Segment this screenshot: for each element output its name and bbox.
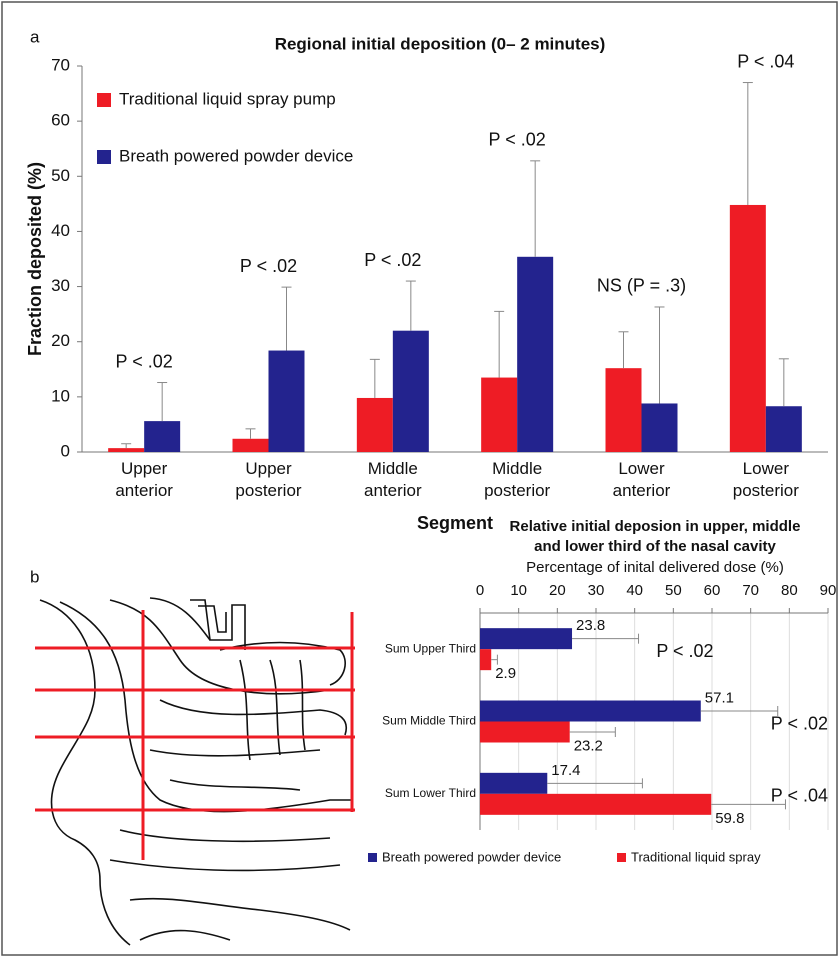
region-lines: [35, 610, 355, 860]
y-axis-label: Fraction deposited (%): [25, 162, 45, 356]
y-tick-label: 50: [51, 166, 70, 185]
annotation: P < .02: [771, 713, 828, 733]
bar: [480, 722, 570, 743]
value-label: 17.4: [551, 762, 580, 779]
bar: [233, 439, 269, 452]
value-label: 59.8: [715, 810, 744, 827]
x-tick-label: Upper anterior: [94, 458, 194, 502]
annotation: P < .02: [656, 641, 713, 661]
bar: [480, 773, 547, 794]
bar: [480, 794, 711, 815]
figure: a Regional initial deposition (0– 2 minut…: [0, 0, 839, 957]
y-tick-label: 0: [61, 441, 70, 460]
value-label: 23.8: [576, 617, 605, 634]
panel-label: b: [30, 567, 39, 586]
panel-label: a: [30, 27, 40, 46]
x-tick-label: 60: [704, 582, 721, 599]
x-tick-label: 50: [665, 582, 682, 599]
annotation: NS (P = .3): [597, 276, 686, 296]
bar: [480, 628, 572, 649]
bar: [730, 205, 766, 452]
bar: [766, 406, 802, 452]
legend-label: Breath powered powder device: [382, 849, 561, 864]
x-tick-label: 30: [588, 582, 605, 599]
annotation: P < .02: [240, 256, 297, 276]
bar: [144, 421, 180, 452]
x-tick-label: Middle posterior: [467, 458, 567, 502]
x-axis-label: Percentage of inital delivered dose (%): [526, 559, 784, 576]
bar: [480, 649, 491, 670]
annotation: P < .02: [364, 250, 421, 270]
legend-swatch: [617, 853, 626, 862]
x-tick-label: 90: [820, 582, 837, 599]
y-tick-label: 40: [51, 221, 70, 240]
annotation: P < .02: [489, 130, 546, 150]
bar: [642, 403, 678, 452]
x-axis-label: Segment: [417, 513, 493, 533]
annotation: P < .02: [116, 351, 173, 371]
y-tick-label: Sum Upper Third: [385, 641, 476, 655]
value-label: 57.1: [705, 689, 734, 706]
bar: [517, 257, 553, 452]
bar: [393, 331, 429, 452]
annotation: P < .04: [737, 51, 794, 71]
y-tick-label: Sum Lower Third: [385, 786, 476, 800]
y-tick-label: 10: [51, 386, 70, 405]
chart-title: Regional initial deposition (0– 2 minute…: [275, 34, 606, 53]
bar: [108, 448, 144, 452]
legend-swatch: [368, 853, 377, 862]
x-tick-label: 70: [742, 582, 759, 599]
bar: [480, 701, 701, 722]
bar: [269, 351, 305, 452]
annotation: P < .04: [771, 786, 828, 806]
x-tick-label: 80: [781, 582, 798, 599]
y-tick-label: 20: [51, 331, 70, 350]
y-tick-label: 60: [51, 111, 70, 130]
x-tick-label: 40: [626, 582, 643, 599]
x-tick-label: Upper posterior: [219, 458, 319, 502]
legend-label: Breath powered powder device: [119, 146, 353, 165]
nasal-drawing: [40, 598, 352, 945]
legend-label: Traditional liquid spray pump: [119, 89, 336, 108]
x-tick-label: 0: [476, 582, 484, 599]
x-tick-label: Lower posterior: [716, 458, 816, 502]
chart-title: Relative initial deposion in upper, midd…: [510, 518, 801, 535]
legend-swatch: [97, 150, 111, 164]
y-tick-label: 30: [51, 276, 70, 295]
y-tick-label: 70: [51, 55, 70, 74]
value-label: 23.2: [574, 737, 603, 754]
legend-swatch: [97, 93, 111, 107]
x-tick-label: Middle anterior: [343, 458, 443, 502]
x-tick-label: Lower anterior: [592, 458, 692, 502]
bar: [357, 398, 393, 452]
chart-title: and lower third of the nasal cavity: [534, 538, 776, 555]
legend-label: Traditional liquid spray: [631, 849, 761, 864]
x-tick-label: 10: [510, 582, 527, 599]
bar: [481, 378, 517, 452]
y-tick-label: Sum Middle Third: [382, 714, 476, 728]
bar: [606, 368, 642, 452]
x-tick-label: 20: [549, 582, 566, 599]
value-label: 2.9: [495, 665, 516, 682]
